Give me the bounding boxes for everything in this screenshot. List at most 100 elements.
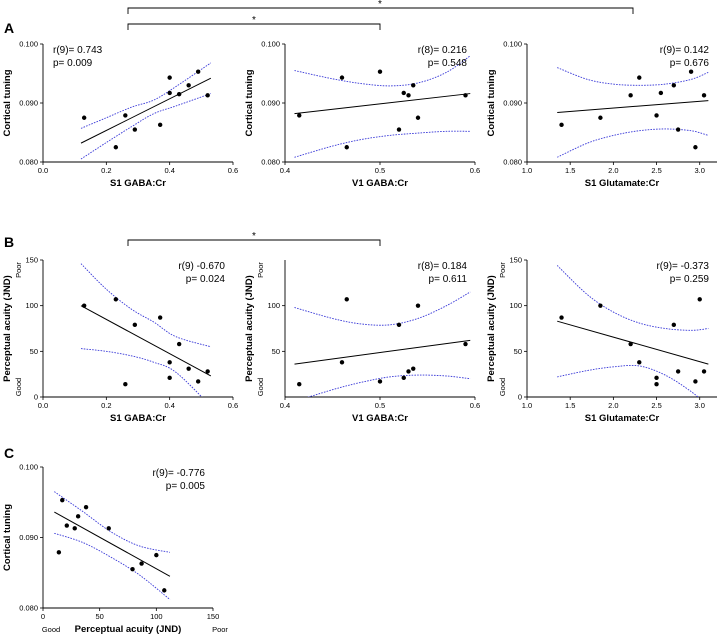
x-axis-title: V1 GABA:Cr [352, 178, 408, 189]
x-tick-label: 2.0 [608, 166, 618, 175]
regression-line [80, 305, 212, 377]
data-point [406, 93, 411, 98]
x-tick-label: 0.6 [470, 166, 480, 175]
data-point [344, 297, 349, 302]
data-point [132, 127, 138, 132]
y-side-label-poor: Poor [256, 262, 265, 278]
x-axis-title: V1 GABA:Cr [352, 413, 408, 424]
stat-p: p= 0.009 [53, 58, 93, 69]
data-point [176, 91, 182, 97]
x-axis-title: S1 Glutamate:Cr [585, 413, 660, 424]
stat-r: r(9)= 0.142 [660, 45, 710, 56]
data-point [654, 113, 659, 118]
plot-area [294, 291, 471, 397]
y-tick-label: 0.100 [19, 40, 38, 49]
ci-upper-band [294, 291, 471, 326]
y-axis-title: Cortical tuning [486, 69, 497, 136]
x-tick-label: 0.5 [375, 166, 385, 175]
y-side-label-poor: Poor [498, 262, 507, 278]
panel-label-b: B [4, 234, 14, 250]
y-tick-label: 50 [272, 347, 280, 356]
chart-a2: 0.4 0.5 0.6 0.080 0.090 0.100 V1 GABA:Cr Cortic… [244, 40, 480, 190]
y-tick-label: 100 [25, 301, 38, 310]
plot-area [294, 55, 471, 158]
stat-p: p= 0.611 [429, 274, 468, 285]
y-axis-title: Perceptual acuity (JND) [486, 275, 497, 382]
x-tick-label: 2.5 [651, 401, 661, 410]
data-point [167, 90, 172, 96]
x-tick-label: 1.5 [565, 166, 575, 175]
data-point [56, 550, 62, 555]
y-tick-label: 100 [267, 301, 280, 310]
data-point [162, 588, 167, 593]
significance-bracket-b: * [127, 231, 381, 246]
stat-r: r(9)= -0.776 [152, 468, 205, 479]
x-tick-label: 0.6 [228, 401, 238, 410]
charts-container: 0.0 0.2 0.4 0.6 0.080 0.090 0.100 S1 GABA:Cr Cor… [2, 40, 717, 635]
data-point [154, 552, 159, 558]
data-point [130, 567, 135, 572]
x-tick-label: 0.4 [280, 401, 290, 410]
y-tick-label: 50 [514, 347, 522, 356]
data-point [401, 375, 406, 381]
y-tick-label: 0.090 [19, 99, 38, 108]
y-tick-label: 0.100 [261, 40, 280, 49]
y-side-label-good: Good [256, 378, 265, 396]
ci-upper-band [557, 67, 709, 86]
y-side-label-good: Good [498, 378, 507, 396]
x-tick-label: 0.4 [280, 166, 290, 175]
plot-area [54, 491, 171, 600]
stat-r: r(8)= 0.216 [418, 45, 468, 56]
y-tick-label: 0.080 [261, 158, 280, 167]
plot-area [80, 62, 212, 160]
x-tick-label: 100 [150, 612, 163, 621]
chart-b1: 0.0 0.2 0.4 0.6 0 50 100 150 S1 GABA:Cr Perceptua… [2, 256, 238, 425]
data-point [675, 127, 681, 132]
y-tick-label: 0.090 [261, 99, 280, 108]
data-point [106, 526, 111, 531]
x-tick-label: 2.5 [651, 166, 661, 175]
data-point [297, 382, 302, 387]
x-tick-label: 3.0 [695, 166, 705, 175]
data-point [401, 90, 406, 96]
y-axis-title: Cortical tuning [2, 504, 13, 571]
data-point [637, 360, 642, 365]
data-point [658, 90, 664, 96]
x-tick-label: 0.6 [470, 401, 480, 410]
data-point [186, 83, 191, 88]
y-tick-label: 0 [34, 393, 38, 402]
y-axis-title: Cortical tuning [244, 69, 255, 136]
x-tick-label: 0.0 [38, 166, 48, 175]
data-point [195, 69, 201, 74]
data-point [167, 75, 172, 80]
y-side-label-good: Good [14, 378, 23, 396]
data-point [701, 93, 707, 98]
y-tick-label: 100 [509, 301, 522, 310]
data-point [167, 375, 172, 381]
data-point [628, 93, 633, 98]
chart-c: 0 50 100 150 0.080 0.090 0.100 Perceptual acuit… [2, 463, 228, 635]
data-point [205, 93, 210, 98]
regression-line [294, 93, 471, 115]
data-point [671, 83, 677, 88]
data-point [344, 145, 349, 150]
y-tick-label: 50 [30, 347, 38, 356]
plot-area [80, 263, 212, 397]
panel-label-a: A [4, 20, 14, 36]
x-tick-label: 1.5 [565, 401, 575, 410]
data-point [377, 69, 383, 74]
data-point [167, 360, 172, 365]
x-tick-label: 0.5 [375, 401, 385, 410]
y-side-label-poor: Poor [14, 262, 23, 278]
data-point [377, 379, 383, 384]
y-tick-label: 0.080 [19, 158, 38, 167]
data-point [339, 75, 345, 80]
x-tick-label: 3.0 [695, 401, 705, 410]
plot-area [557, 67, 709, 158]
y-tick-label: 0 [518, 393, 522, 402]
data-point [123, 113, 128, 118]
regression-line [80, 77, 212, 144]
ci-lower-band [294, 130, 471, 158]
stat-p: p= 0.548 [428, 58, 468, 69]
significance-star: * [252, 15, 256, 26]
